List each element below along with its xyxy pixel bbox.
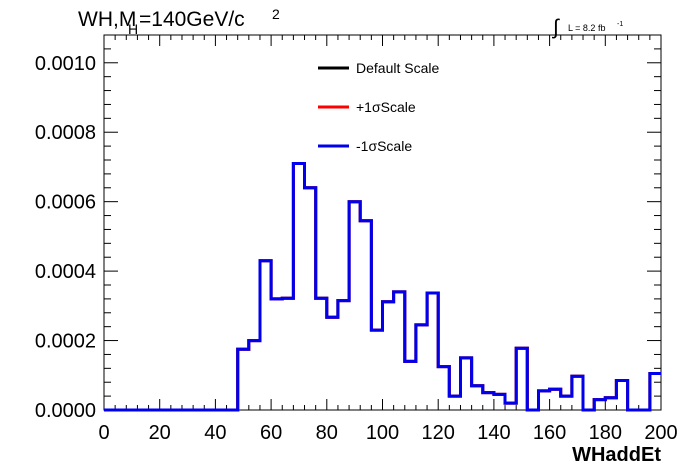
chart-title-sub: H	[128, 21, 138, 37]
y-tick-label: 0.0006	[35, 192, 96, 214]
legend-label-1: +1σScale	[356, 99, 416, 115]
x-tick-label: 80	[316, 422, 338, 444]
x-tick-label: 200	[644, 422, 677, 444]
x-tick-label: 140	[477, 422, 510, 444]
lumi-sup: -1	[617, 21, 623, 28]
y-axis-ticks: 0.0000 0.0002 0.0004 0.0006 0.0008 0.0010	[35, 34, 661, 422]
x-axis-ticks: 0 20 40 60 80 100 120 140 160 180 200	[98, 35, 678, 444]
x-tick-label: 160	[533, 422, 566, 444]
x-tick-label: 100	[366, 422, 399, 444]
y-tick-label: 0.0000	[35, 400, 96, 422]
lumi-label: L = 8.2 fb	[568, 23, 605, 33]
legend-label-0: Default Scale	[356, 60, 439, 76]
legend-label-2: -1σScale	[356, 138, 412, 154]
series-line-1	[104, 162, 661, 412]
x-tick-label: 120	[422, 422, 455, 444]
x-tick-label: 40	[204, 422, 226, 444]
y-tick-label: 0.0002	[35, 331, 96, 353]
y-tick-label: 0.0010	[35, 53, 96, 75]
x-tick-label: 180	[589, 422, 622, 444]
series-lines	[104, 162, 661, 412]
x-tick-label: 0	[98, 422, 109, 444]
legend: Default Scale +1σScale -1σScale	[318, 60, 439, 154]
plot-frame	[103, 34, 662, 411]
chart-title-sup: 2	[272, 6, 280, 22]
x-tick-label: 20	[149, 422, 171, 444]
y-tick-label: 0.0008	[35, 122, 96, 144]
chart-title-main: WH,M	[78, 8, 136, 31]
chart-title-rest: =140GeV/c	[139, 8, 245, 31]
lumi-integral: ∫	[552, 16, 560, 39]
series-line-0	[104, 162, 661, 412]
x-tick-label: 60	[260, 422, 282, 444]
x-axis-label: WHaddEt	[572, 444, 661, 466]
series-line-2	[104, 162, 661, 412]
y-tick-label: 0.0004	[35, 261, 96, 283]
